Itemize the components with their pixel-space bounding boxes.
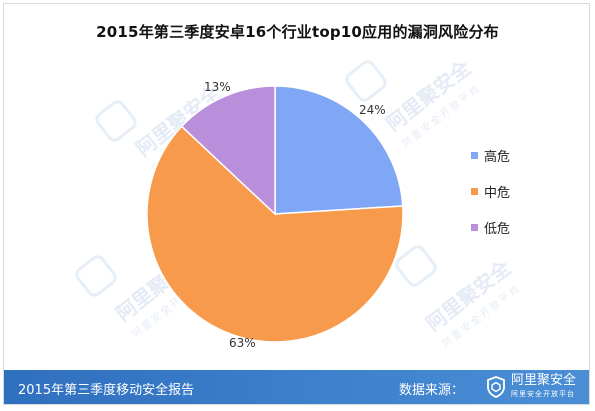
footer-brand-sub: 阿里安全开放平台 xyxy=(511,390,575,398)
legend-swatch-low xyxy=(471,223,478,231)
slice-label-low: 13% xyxy=(204,80,231,94)
chart-title: 2015年第三季度安卓16个行业top10应用的漏洞风险分布 xyxy=(96,23,499,41)
slice-label-medium: 63% xyxy=(229,336,256,350)
legend-swatch-medium xyxy=(471,187,478,195)
footer-source-label: 数据来源： xyxy=(399,383,465,398)
legend-label-medium: 中危 xyxy=(484,185,511,201)
legend-swatch-high xyxy=(471,151,478,159)
chart-frame: 阿里聚安全 阿里安全开放平台 阿里聚安全 阿里安全开放平台 阿里聚安全 阿里安全… xyxy=(3,3,590,405)
pie-chart xyxy=(146,85,404,343)
slice-label-high: 24% xyxy=(359,103,386,117)
pie-slice-low xyxy=(180,85,276,216)
legend-item-low: 低危 xyxy=(471,217,510,237)
brand-shield-icon xyxy=(487,376,505,398)
legend-label-low: 低危 xyxy=(484,221,511,237)
footer-brand: 阿里聚安全 xyxy=(511,373,577,388)
pie-slice-high xyxy=(274,85,404,215)
legend: 高危 中危 低危 xyxy=(471,145,510,253)
footer-bar: 2015年第三季度移动安全报告 数据来源： 阿里聚安全 阿里安全开放平台 xyxy=(4,370,589,404)
legend-item-medium: 中危 xyxy=(471,181,510,201)
legend-item-high: 高危 xyxy=(471,145,510,165)
pie-slice-medium xyxy=(146,125,404,343)
footer-report-title: 2015年第三季度移动安全报告 xyxy=(18,383,195,398)
legend-label-high: 高危 xyxy=(484,149,511,165)
